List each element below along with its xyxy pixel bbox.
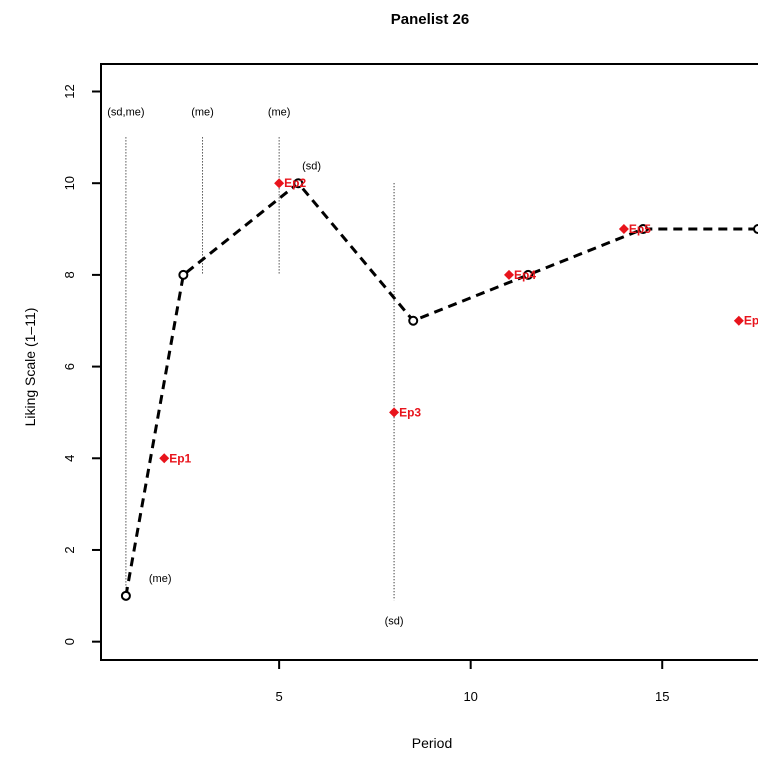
- vertical-marker-label: (sd): [385, 615, 404, 627]
- series-point: [408, 315, 419, 326]
- episode-marker: [503, 269, 514, 280]
- vertical-marker-label: (sd,me): [107, 106, 144, 118]
- annotation-label: (me): [149, 573, 172, 585]
- episode-label: Ep3: [399, 405, 421, 419]
- series-line: [124, 181, 758, 597]
- episode-marker: [733, 315, 744, 326]
- episode-marker: [159, 453, 170, 464]
- x-tick-label: 5: [276, 689, 283, 704]
- x-tick-label: 15: [655, 689, 669, 704]
- series-point: [638, 224, 649, 235]
- y-tick-label: 4: [62, 455, 77, 462]
- y-tick-label: 0: [62, 638, 77, 645]
- episode-marker: [274, 178, 285, 189]
- y-tick-label: 8: [62, 271, 77, 278]
- chart-title: Panelist 26: [391, 11, 469, 28]
- series-point: [293, 178, 304, 189]
- y-tick-label: 12: [62, 84, 77, 98]
- episode-label: Ep4: [514, 268, 536, 282]
- vertical-marker-label: (me): [191, 106, 214, 118]
- x-axis-label: Period: [412, 735, 452, 751]
- episode-marker: [389, 407, 400, 418]
- episode-label: Ep2: [284, 176, 306, 190]
- series-point: [120, 590, 131, 601]
- y-tick-label: 10: [62, 176, 77, 190]
- episode-marker: [618, 224, 629, 235]
- annotation-label: (sd): [302, 160, 321, 172]
- plot-frame: [100, 63, 758, 661]
- vertical-marker-label: (me): [268, 106, 291, 118]
- series-point: [178, 269, 189, 280]
- series-point: [523, 269, 534, 280]
- y-tick-label: 2: [62, 546, 77, 553]
- episode-label: Ep1: [169, 451, 191, 465]
- y-tick-label: 6: [62, 363, 77, 370]
- episode-label: Ep: [744, 314, 758, 328]
- plot-content: (sd,me) (me) (me) (sd) (me) (sd) Ep1 Ep2 Ep3 Ep4 E…: [107, 106, 758, 627]
- x-tick-label: 10: [463, 689, 477, 704]
- y-axis-label: Liking Scale (1–11): [22, 308, 38, 427]
- episode-label: Ep5: [629, 222, 651, 236]
- series-point: [753, 224, 758, 235]
